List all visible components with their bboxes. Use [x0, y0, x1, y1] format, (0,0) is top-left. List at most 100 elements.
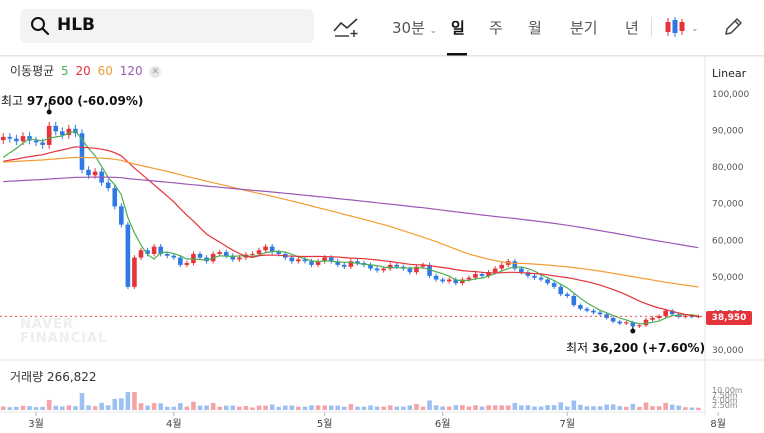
- volume-bar: [7, 407, 13, 410]
- candle-body: [184, 263, 190, 265]
- volume-bar: [112, 398, 118, 410]
- volume-bar: [328, 405, 334, 410]
- volume-bar: [138, 403, 144, 410]
- candle-body: [669, 310, 675, 315]
- volume-bar: [479, 406, 485, 410]
- volume-bar: [637, 406, 642, 410]
- volume-bar: [342, 406, 347, 410]
- candle-body: [66, 128, 72, 136]
- y-tick-label: 90,000: [712, 127, 744, 137]
- volume-bar: [171, 406, 177, 410]
- volume-bar: [584, 406, 590, 410]
- candle-body: [14, 138, 19, 142]
- volume-bar: [33, 407, 39, 410]
- volume-bar: [564, 406, 570, 410]
- candle-body: [414, 266, 419, 273]
- candle-body: [105, 182, 111, 189]
- volume-bar: [14, 406, 19, 410]
- candle-body: [53, 125, 59, 132]
- candle-body: [643, 319, 649, 326]
- volume-bar: [125, 392, 131, 410]
- volume-bar: [604, 404, 609, 410]
- candle-body: [86, 169, 91, 176]
- close-icon[interactable]: ✕: [149, 65, 162, 78]
- volume-bar: [145, 405, 150, 410]
- volume-bar: [401, 406, 406, 410]
- volume-bar: [558, 402, 564, 410]
- volume-bar: [355, 406, 360, 410]
- volume-bar: [630, 404, 636, 410]
- y-tick-label: 100,000: [712, 90, 749, 100]
- candle-body: [617, 321, 623, 324]
- candle-body: [119, 206, 124, 225]
- add-indicator-icon[interactable]: [333, 16, 359, 38]
- candlestick-type-icon[interactable]: ⌄: [664, 16, 700, 38]
- candle-body: [512, 261, 518, 269]
- volume-bar: [473, 405, 478, 410]
- candle-body: [204, 257, 209, 262]
- candle-body: [545, 279, 550, 284]
- volume-bar: [184, 406, 190, 410]
- volume-bar: [66, 405, 72, 410]
- candle-body: [335, 261, 341, 265]
- volume-bar: [256, 405, 262, 410]
- period-week[interactable]: 주: [489, 19, 503, 37]
- volume-bar: [683, 407, 688, 410]
- volume-bar: [296, 406, 301, 410]
- volume-bar: [387, 405, 393, 410]
- candle-body: [138, 250, 144, 258]
- volume-bar: [374, 406, 380, 410]
- period-year[interactable]: 년: [625, 19, 639, 37]
- low-value: 36,200 (+7.60%): [591, 341, 706, 355]
- volume-bar: [27, 406, 32, 410]
- volume-bar: [643, 402, 649, 410]
- candle-body: [519, 268, 524, 273]
- candle-body: [407, 268, 413, 273]
- period-quarter[interactable]: 분기: [570, 19, 598, 37]
- volume-bar: [0, 406, 6, 410]
- period-30min[interactable]: 30분 ⌄: [392, 19, 438, 37]
- candle-body: [92, 171, 98, 176]
- search-input[interactable]: HLB: [57, 15, 96, 35]
- volume-bar: [532, 406, 537, 410]
- candle-body: [171, 255, 177, 258]
- search-box[interactable]: HLB: [20, 9, 314, 43]
- ma20-line: [3, 146, 699, 318]
- candle-body: [466, 277, 472, 280]
- candle-body: [0, 136, 6, 141]
- period-day[interactable]: 일: [451, 19, 465, 37]
- candle-body: [296, 259, 301, 262]
- search-icon: [31, 17, 50, 36]
- volume-legend: 거래량 266,822: [10, 370, 97, 384]
- candle-body: [656, 316, 662, 318]
- low-marker-dot: [630, 328, 636, 334]
- candle-body: [578, 305, 583, 309]
- x-tick-label: 3월: [28, 418, 44, 430]
- candle-body: [610, 317, 616, 322]
- period-month[interactable]: 월: [528, 19, 542, 37]
- candle-body: [630, 322, 636, 327]
- candle-body: [420, 264, 426, 267]
- volume-bar: [40, 406, 45, 410]
- scale-toggle[interactable]: Linear: [712, 67, 747, 80]
- volume-bar: [289, 405, 295, 410]
- toolbar: HLB 30분 ⌄ 일 주 월 분기 년 ⌄: [0, 0, 764, 56]
- pencil-icon[interactable]: [723, 17, 743, 37]
- candle-body: [20, 136, 26, 142]
- candle-body: [440, 279, 445, 282]
- candle-body: [394, 264, 400, 267]
- x-tick-label: 4월: [166, 418, 182, 430]
- volume-bar: [676, 405, 682, 410]
- volume-bar: [486, 405, 491, 410]
- volume-bar: [368, 405, 373, 410]
- volume-bar: [578, 404, 583, 410]
- volume-bar: [348, 404, 354, 410]
- candle-body: [663, 310, 668, 317]
- candle-body: [492, 268, 498, 273]
- volume-bar: [669, 404, 675, 410]
- candle-body: [230, 255, 236, 260]
- candle-body: [584, 308, 590, 311]
- candle-body: [624, 322, 629, 324]
- candle-body: [263, 246, 268, 251]
